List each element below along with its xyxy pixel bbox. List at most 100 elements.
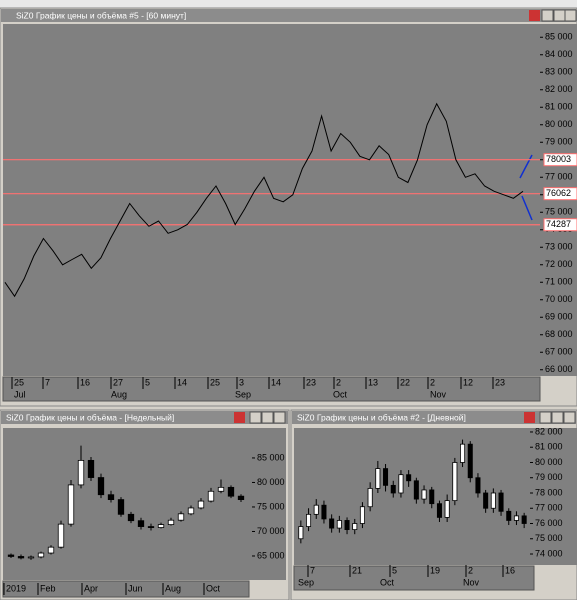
month-label: Sep — [235, 389, 251, 399]
candle-body — [27, 556, 35, 559]
x-tick-label: 2 — [336, 377, 341, 387]
candle-body — [359, 506, 365, 524]
minimize-button[interactable] — [541, 9, 554, 22]
candle-body — [490, 492, 496, 509]
price-level-tag — [543, 218, 577, 232]
close-button[interactable] — [564, 9, 577, 22]
month-label: Sep — [298, 577, 314, 587]
title-bar — [1, 9, 576, 22]
y-tick-label: 68 000 — [545, 329, 573, 339]
candle-body — [117, 499, 125, 515]
candle-body — [77, 459, 85, 486]
candle-body — [498, 492, 504, 512]
candle-body — [321, 504, 327, 520]
month-label: Oct — [380, 577, 395, 587]
y-tick-label: 80 000 — [545, 119, 573, 129]
minimize-button[interactable] — [539, 411, 552, 424]
y-tick-label: 83 000 — [545, 67, 573, 77]
x-tick-label: 22 — [400, 377, 410, 387]
x-tick-label: Feb — [40, 583, 56, 593]
candle-body — [87, 459, 95, 478]
y-tick-label: 75 000 — [545, 207, 573, 217]
link-button[interactable] — [529, 10, 540, 21]
x-tick-label: Oct — [206, 583, 221, 593]
y-tick-label: 74 000 — [535, 548, 563, 558]
candle-body — [352, 523, 358, 531]
y-tick-label: 84 000 — [545, 49, 573, 59]
y-tick-label: 85 000 — [545, 32, 573, 42]
y-tick-label: 75 000 — [535, 533, 563, 543]
x-tick-label: 5 — [145, 377, 150, 387]
minimize-button[interactable] — [249, 411, 262, 424]
plot-area — [294, 428, 577, 565]
y-tick-label: 79 000 — [545, 137, 573, 147]
link-button[interactable] — [234, 412, 245, 423]
y-tick-label: 79 000 — [535, 472, 563, 482]
y-tick-label: 82 000 — [535, 426, 563, 436]
month-label: Nov — [430, 389, 447, 399]
x-tick-label: 7 — [45, 377, 50, 387]
drawing-line — [519, 154, 533, 179]
candle-body — [17, 556, 25, 559]
x-tick-label: 19 — [430, 565, 440, 575]
top-strip — [0, 0, 577, 8]
price-level-tag — [543, 187, 577, 201]
y-tick-label: 67 000 — [545, 347, 573, 357]
y-tick-label: 70 000 — [257, 526, 285, 536]
x-tick-label: 13 — [368, 377, 378, 387]
candle-body — [167, 519, 175, 526]
drawing-line — [521, 195, 533, 221]
x-tick-label: 21 — [352, 565, 362, 575]
x-tick-label: 2019 — [6, 583, 26, 593]
candle-body — [383, 468, 389, 486]
price-line — [4, 102, 524, 298]
y-tick-label: 66 000 — [545, 364, 573, 374]
candle-body — [47, 546, 55, 554]
price-level-label: 76062 — [546, 188, 571, 198]
candle-body — [398, 474, 404, 494]
window-title: SiZ0 График цены и объёма #5 - [60 минут… — [16, 10, 186, 20]
close-button[interactable] — [273, 411, 286, 424]
maximize-button[interactable] — [553, 9, 566, 22]
candle-body — [413, 480, 419, 500]
candle-body — [157, 524, 165, 528]
price-level-label: 74287 — [546, 219, 571, 229]
month-label: Jul — [14, 389, 26, 399]
candle-body — [513, 515, 519, 521]
candle-body — [452, 462, 458, 502]
close-button[interactable] — [563, 411, 576, 424]
y-tick-label: 77 000 — [545, 172, 573, 182]
maximize-button[interactable] — [261, 411, 274, 424]
candle-body — [367, 488, 373, 508]
y-tick-label: 76 000 — [535, 518, 563, 528]
candle-body — [177, 513, 185, 521]
y-tick-label: 73 000 — [545, 242, 573, 252]
candle-body — [207, 490, 215, 502]
candle-body — [306, 513, 312, 527]
y-tick-label: 77 000 — [535, 503, 563, 513]
maximize-button[interactable] — [551, 411, 564, 424]
x-axis-band — [293, 565, 535, 591]
price-level-tag — [543, 153, 577, 167]
x-tick-label: 16 — [80, 377, 90, 387]
candle-body — [344, 520, 350, 531]
x-tick-label: 3 — [239, 377, 244, 387]
candle-body — [298, 526, 304, 540]
link-button[interactable] — [524, 412, 535, 423]
x-axis-band — [2, 376, 541, 402]
candle-body — [227, 486, 235, 497]
candle-body — [375, 468, 381, 489]
x-tick-label: 23 — [306, 377, 316, 387]
title-bar — [292, 411, 576, 424]
candle-body — [390, 484, 396, 494]
candle-body — [37, 552, 45, 558]
candle-body — [460, 443, 466, 463]
y-tick-label: 65 000 — [257, 550, 285, 560]
y-tick-label: 80 000 — [257, 477, 285, 487]
x-tick-label: 5 — [392, 565, 397, 575]
x-tick-label: 14 — [271, 377, 281, 387]
candle-body — [429, 489, 435, 505]
candle-body — [107, 494, 115, 501]
y-tick-label: 81 000 — [535, 442, 563, 452]
y-tick-label: 85 000 — [257, 452, 285, 462]
